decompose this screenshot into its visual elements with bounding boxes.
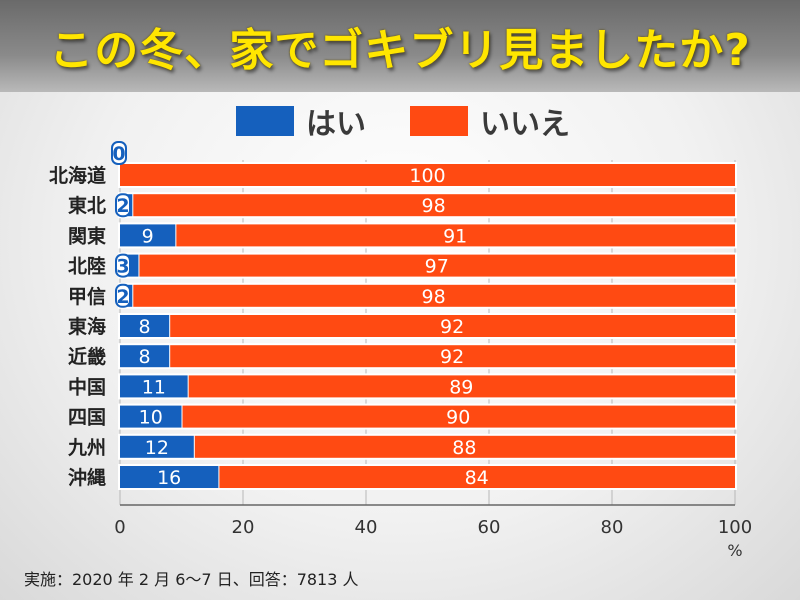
x-unit-label: % xyxy=(727,541,742,560)
legend-label-no: いいえ xyxy=(480,107,570,142)
data-label-yes: 2 xyxy=(116,286,129,308)
data-label-yes: 8 xyxy=(139,316,151,338)
category-label: 四国 xyxy=(68,407,106,429)
data-label-yes: 9 xyxy=(142,225,154,247)
x-tick-label: 60 xyxy=(478,517,501,538)
bar-no xyxy=(120,164,735,186)
legend-label-yes: はい xyxy=(306,107,366,142)
bar-yes xyxy=(120,375,188,398)
data-label-no: 90 xyxy=(446,407,470,429)
data-label-yes: 2 xyxy=(116,195,129,217)
data-label-yes: 16 xyxy=(157,467,181,489)
bar-no xyxy=(219,466,735,488)
data-label-no: 92 xyxy=(440,316,464,338)
bar-yes xyxy=(120,315,170,337)
data-label-yes-badge xyxy=(115,193,131,218)
legend-item-no: いいえ xyxy=(410,104,570,142)
legend-swatch-no xyxy=(410,106,468,136)
data-label-yes: 12 xyxy=(145,437,169,459)
bar-no xyxy=(176,224,736,247)
data-label-no: 98 xyxy=(422,286,446,308)
data-label-no: 100 xyxy=(409,165,445,187)
bar-yes xyxy=(120,405,182,428)
category-label: 北陸 xyxy=(68,255,106,278)
bar-no xyxy=(170,345,735,368)
x-tick-label: 0 xyxy=(114,517,125,538)
bar-yes xyxy=(120,224,176,247)
category-label: 北海道 xyxy=(49,164,106,187)
category-label: 中国 xyxy=(68,375,106,398)
data-label-no: 88 xyxy=(452,437,476,459)
x-tick-label: 80 xyxy=(601,517,624,538)
data-label-no: 91 xyxy=(443,225,467,247)
bar-no xyxy=(133,284,736,307)
data-label-no: 84 xyxy=(465,467,489,489)
bar-yes xyxy=(120,435,194,458)
data-label-no: 98 xyxy=(422,195,446,217)
data-label-yes-badge xyxy=(115,253,131,278)
bar-yes xyxy=(120,345,170,368)
legend-item-yes: はい xyxy=(236,104,366,142)
category-label: 沖縄 xyxy=(68,466,106,489)
bar-no xyxy=(194,435,736,458)
legend-swatch-yes xyxy=(236,106,294,136)
category-label: 近畿 xyxy=(68,345,106,368)
category-label: 九州 xyxy=(67,437,106,459)
category-label: 関東 xyxy=(68,224,106,247)
data-label-yes-badge xyxy=(111,141,127,165)
x-tick-label: 20 xyxy=(232,517,255,538)
header-band xyxy=(0,0,800,92)
data-label-yes: 10 xyxy=(139,407,163,429)
data-label-yes: 11 xyxy=(142,376,166,398)
data-label-no: 97 xyxy=(425,256,449,278)
chart-title: この冬、家でゴキブリ見ましたか? xyxy=(49,25,751,76)
bar-yes xyxy=(120,466,219,488)
x-tick-label: 100 xyxy=(718,517,752,538)
bar-no xyxy=(139,254,735,277)
category-label: 甲信 xyxy=(68,285,106,308)
data-label-no: 92 xyxy=(440,346,464,368)
data-label-no: 89 xyxy=(449,376,473,398)
bar-no xyxy=(133,194,736,217)
data-label-yes: 3 xyxy=(116,256,129,278)
category-label: 東海 xyxy=(68,315,106,338)
data-label-yes: 8 xyxy=(139,346,151,368)
category-label: 東北 xyxy=(68,194,106,217)
bar-no xyxy=(188,375,735,398)
data-label-yes-badge xyxy=(115,283,131,308)
bar-no xyxy=(182,405,735,428)
legend: はい いいえ xyxy=(0,104,800,142)
bar-no xyxy=(170,315,735,337)
data-label-yes: 0 xyxy=(112,143,125,165)
survey-footnote: 実施：2020 年 2 月 6〜7 日、回答：7813 人 xyxy=(24,570,359,589)
x-tick-label: 40 xyxy=(355,517,378,538)
